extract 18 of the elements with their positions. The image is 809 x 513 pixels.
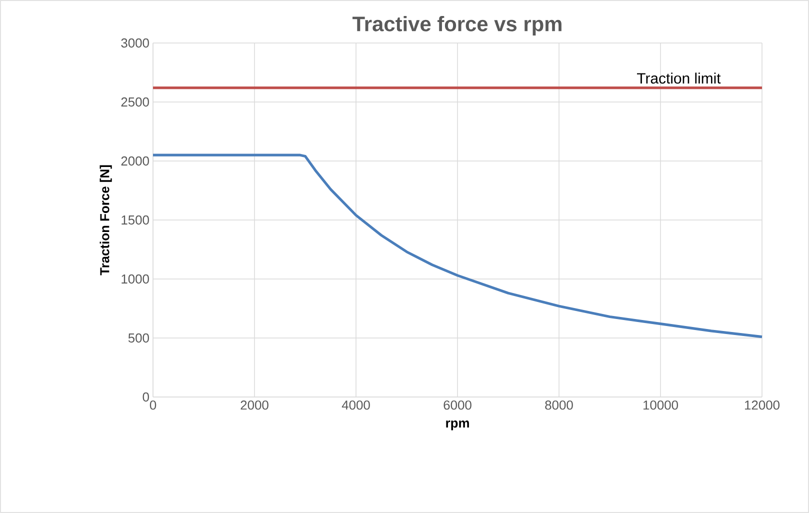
y-tick-label: 500 xyxy=(128,333,149,343)
chart-title: Tractive force vs rpm xyxy=(352,16,562,36)
x-tick-label: 10000 xyxy=(643,400,678,410)
x-tick-label: 0 xyxy=(150,400,156,410)
y-tick-label: 3000 xyxy=(121,38,149,48)
y-tick-label: 2500 xyxy=(121,97,149,107)
x-axis-title: rpm xyxy=(446,420,469,430)
x-tick-label: 2000 xyxy=(240,400,268,410)
y-tick-label: 1000 xyxy=(122,274,149,284)
y-tick-label: 1500 xyxy=(122,215,149,225)
y-axis-title: Traction Force [N] xyxy=(100,165,112,276)
y-tick-label: 2000 xyxy=(121,156,149,166)
x-tick-label: 12000 xyxy=(744,400,780,410)
x-tick-label: 8000 xyxy=(545,400,573,410)
x-tick-label: 4000 xyxy=(342,400,370,410)
series-label: Traction limit xyxy=(637,72,721,84)
x-tick-label: 6000 xyxy=(444,400,472,410)
y-tick-label: 0 xyxy=(142,392,149,402)
